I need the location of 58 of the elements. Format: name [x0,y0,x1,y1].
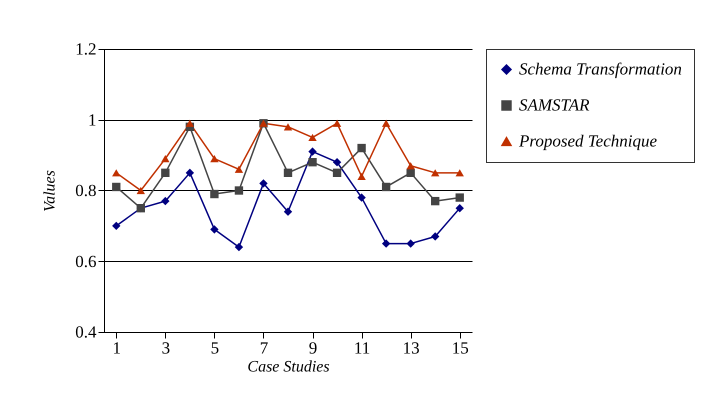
x-tick-label: 5 [210,338,220,358]
legend-label: Proposed Technique [518,132,658,150]
point [112,169,120,176]
legend-label: SAMSTAR [519,96,590,114]
y-tick-label: 1.2 [75,40,96,58]
point [308,134,317,142]
point [161,196,170,206]
point [431,169,440,176]
point [210,190,219,198]
x-tick-label: 1 [112,338,122,358]
point [357,172,366,180]
point [161,168,170,177]
point [308,158,317,166]
y-tick-label: 1 [88,110,96,130]
x-tick-label: 13 [402,338,420,358]
point [186,168,194,177]
point [332,158,342,166]
point [431,196,440,206]
point [136,186,145,194]
x-tick-label: 7 [260,338,269,358]
y-axis-title: Values [41,170,58,212]
point [308,147,317,156]
x-tick-label: 15 [452,338,469,358]
point [332,168,342,177]
point [406,162,415,170]
point [332,120,342,127]
y-tick-label: 0.4 [75,322,97,342]
x-tick-label: 9 [308,338,318,358]
point [234,242,244,252]
point [382,120,390,127]
point [259,179,268,188]
point [406,239,415,248]
point [112,182,120,192]
point [234,166,244,173]
point [186,120,194,127]
point [431,232,440,241]
y-tick-label: 0.6 [75,252,96,271]
point [210,225,219,234]
point [284,168,292,177]
point [456,169,464,176]
point [456,204,464,212]
x-tick-label: 11 [354,338,370,358]
point [284,208,292,216]
point [406,168,415,177]
point [456,193,464,202]
point [382,239,390,248]
legend-label: Schema Transformation [519,60,682,78]
point [112,222,120,230]
point [382,182,390,192]
point [234,186,244,195]
x-axis-title: Case Studies [247,358,330,376]
x-tick-label: 3 [162,338,170,358]
point [357,193,366,202]
point [210,155,219,162]
point [161,155,170,162]
point [284,123,292,130]
y-tick-label: 0.8 [75,181,96,200]
point [357,144,366,152]
